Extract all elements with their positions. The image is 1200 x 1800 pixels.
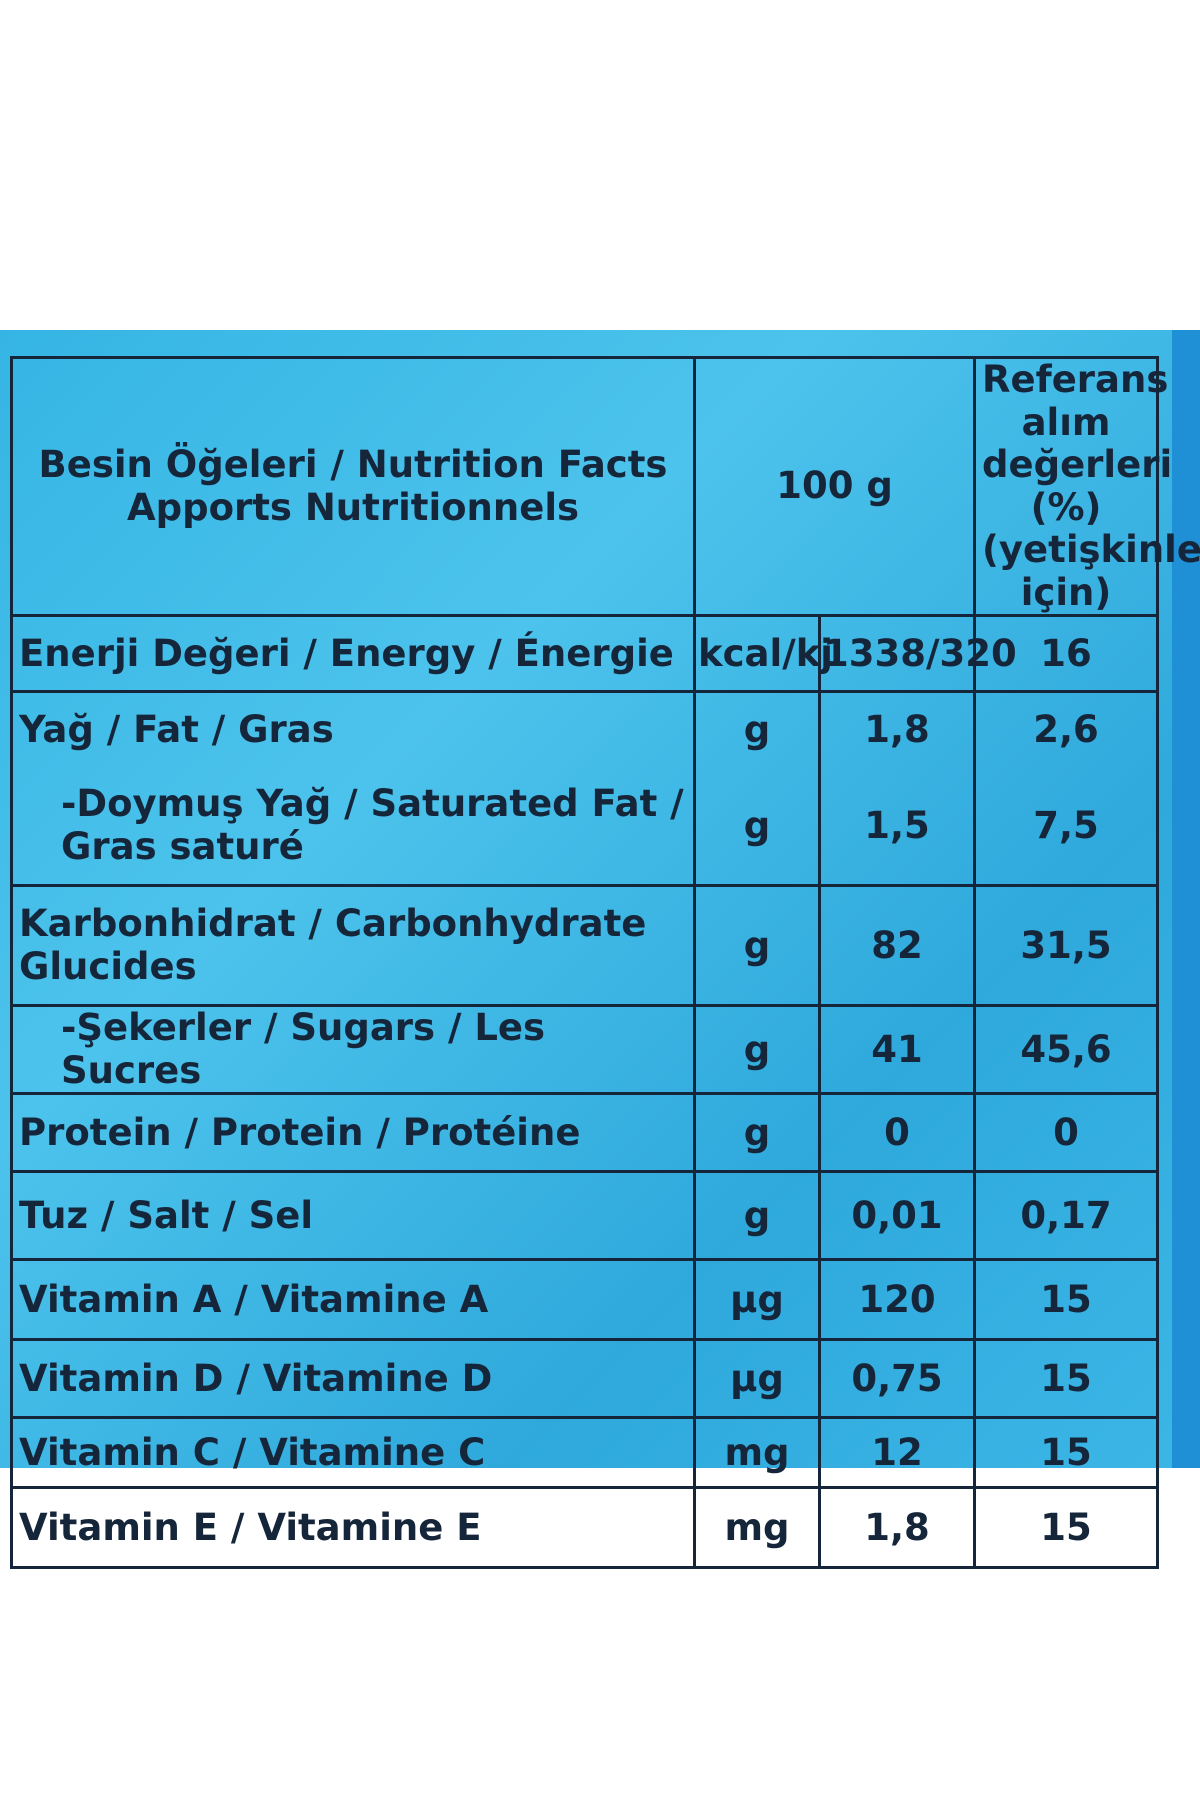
nutrient-reference: 31,5 [973,884,1160,1008]
nutrient-unit: g [693,1170,821,1262]
serving-amount: 100 g [692,355,977,618]
nutrient-value: 82 [817,884,977,1008]
nutrient-reference: 15 [973,1486,1160,1570]
nutrient-unit: µg [693,1338,821,1420]
nutrient-reference: 16 [973,614,1160,694]
table-row-sugars: -Şekerler / Sugars / Les Sucres g 41 45,… [10,1004,1160,1096]
nutrient-reference: 15 [973,1416,1160,1490]
table-row-salt: Tuz / Salt / Sel g 0,01 0,17 [10,1170,1160,1262]
nutrient-value: 1,5 [817,767,977,888]
nutrient-reference: 7,5 [973,767,1160,888]
nutrient-name: Vitamin D / Vitamine D [10,1338,696,1420]
nutrient-value: 0,01 [817,1170,977,1262]
nutrient-value: 0,75 [817,1338,977,1420]
nutrition-facts-table: Besin Öğeleri / Nutrition Facts Apports … [10,355,1200,1570]
reference-line-4: için) [1020,570,1112,614]
nutrient-name: Tuz / Salt / Sel [10,1170,696,1262]
table-header-row: Besin Öğeleri / Nutrition Facts Apports … [10,355,1200,618]
table-row-carbohydrate: Karbonhidrat / Carbonhydrate Glucides g … [10,884,1160,1008]
reference-line-1: Referans alım [982,358,1169,444]
nutrient-name-line-2: Glucides [19,944,197,988]
nutrient-value: 120 [817,1258,977,1342]
nutrient-value: 12 [817,1416,977,1490]
nutrient-unit: g [693,1092,821,1174]
nutrient-name: Enerji Değeri / Energy / Énergie [10,614,696,694]
nutrient-unit: g [693,1004,821,1096]
table-row-vitamin-c: Vitamin C / Vitamine C mg 12 15 [10,1416,1160,1490]
nutrient-name-line-2: Gras saturé [61,825,304,869]
table-row-vitamin-e: Vitamin E / Vitamine E mg 1,8 15 [10,1486,1160,1570]
table-title: Besin Öğeleri / Nutrition Facts Apports … [10,355,696,618]
table-row-vitamin-d: Vitamin D / Vitamine D µg 0,75 15 [10,1338,1160,1420]
table-row-saturated-fat: -Doymuş Yağ / Saturated Fat / Gras satur… [10,767,1160,888]
reference-intake-header: Referans alım değerleri (%) (yetişkinler… [973,355,1200,618]
nutrient-name-line-1: Karbonhidrat / Carbonhydrate [19,902,647,946]
nutrient-name: Vitamin E / Vitamine E [10,1486,696,1570]
nutrient-name: Karbonhidrat / Carbonhydrate Glucides [10,884,696,1008]
nutrient-unit: mg [693,1486,821,1570]
nutrient-unit: g [693,767,821,888]
nutrient-name: Vitamin C / Vitamine C [10,1416,696,1490]
nutrient-unit: kcal/kj [693,614,833,694]
nutrient-unit: g [693,884,821,1008]
nutrient-value: 1,8 [817,690,977,768]
nutrient-value: 1338/320 [817,614,1017,694]
nutrient-name-line-1: -Doymuş Yağ / Saturated Fat / [61,782,684,826]
title-line-1: Besin Öğeleri / Nutrition Facts [38,443,668,487]
table-row-fat: Yağ / Fat / Gras g 1,8 2,6 [10,690,1160,768]
nutrient-unit: g [693,690,821,768]
nutrient-name: Yağ / Fat / Gras [10,690,696,768]
nutrient-name: Protein / Protein / Protéine [10,1092,696,1174]
table-row-energy: Enerji Değeri / Energy / Énergie kcal/kj… [10,614,1160,694]
table-row-vitamin-a: Vitamin A / Vitamine A µg 120 15 [10,1258,1160,1342]
title-line-2: Apports Nutritionnels [126,485,580,529]
reference-line-2: değerleri (%) [982,443,1173,529]
nutrient-reference: 15 [973,1258,1160,1342]
nutrient-name: -Doymuş Yağ / Saturated Fat / Gras satur… [10,767,696,888]
nutrient-reference: 0 [973,1092,1160,1174]
nutrient-value: 1,8 [817,1486,977,1570]
nutrient-reference: 2,6 [973,690,1160,768]
nutrient-unit: µg [693,1258,821,1342]
nutrient-value: 41 [817,1004,977,1096]
nutrient-unit: mg [693,1416,821,1490]
nutrient-reference: 0,17 [973,1170,1160,1262]
package-edge [1172,330,1200,1468]
reference-line-3: (yetişkinler [982,528,1200,572]
nutrient-reference: 15 [973,1338,1160,1420]
nutrient-value: 0 [817,1092,977,1174]
table-row-protein: Protein / Protein / Protéine g 0 0 [10,1092,1160,1174]
nutrient-name: -Şekerler / Sugars / Les Sucres [10,1004,696,1096]
nutrient-reference: 45,6 [973,1004,1160,1096]
nutrient-name: Vitamin A / Vitamine A [10,1258,696,1342]
